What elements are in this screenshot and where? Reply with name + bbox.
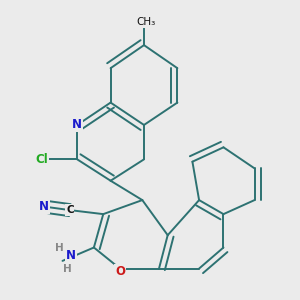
Text: CH₃: CH₃ — [136, 17, 155, 27]
Text: C: C — [66, 205, 74, 215]
Text: N: N — [39, 200, 49, 213]
Text: O: O — [115, 266, 125, 278]
Text: H: H — [63, 264, 72, 274]
Text: Cl: Cl — [35, 153, 48, 166]
Text: H: H — [55, 242, 64, 253]
Text: N: N — [66, 249, 76, 262]
Text: N: N — [72, 118, 82, 131]
